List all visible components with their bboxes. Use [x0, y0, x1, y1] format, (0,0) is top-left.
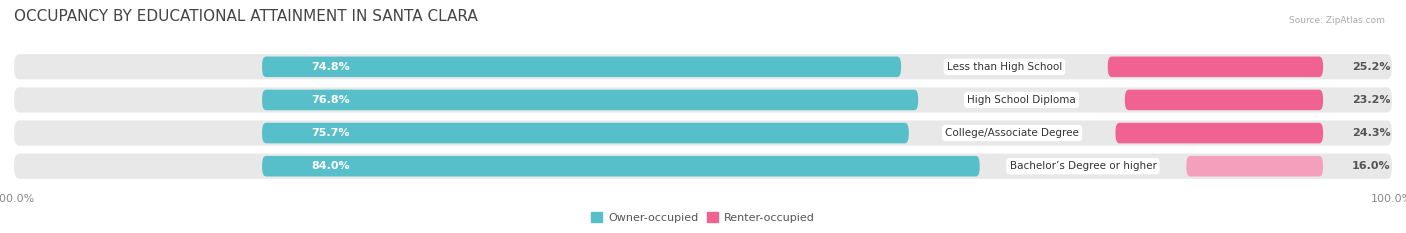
Text: 23.2%: 23.2%	[1353, 95, 1391, 105]
FancyBboxPatch shape	[262, 90, 918, 110]
FancyBboxPatch shape	[14, 87, 1392, 113]
Text: Bachelor’s Degree or higher: Bachelor’s Degree or higher	[1010, 161, 1157, 171]
FancyBboxPatch shape	[1125, 90, 1323, 110]
Text: High School Diploma: High School Diploma	[967, 95, 1076, 105]
FancyBboxPatch shape	[14, 154, 1392, 179]
FancyBboxPatch shape	[14, 54, 1392, 79]
FancyBboxPatch shape	[1115, 123, 1323, 143]
FancyBboxPatch shape	[1108, 57, 1323, 77]
FancyBboxPatch shape	[1187, 156, 1323, 176]
FancyBboxPatch shape	[262, 156, 980, 176]
Text: Less than High School: Less than High School	[946, 62, 1062, 72]
Legend: Owner-occupied, Renter-occupied: Owner-occupied, Renter-occupied	[586, 208, 820, 227]
Text: 84.0%: 84.0%	[312, 161, 350, 171]
Text: 74.8%: 74.8%	[312, 62, 350, 72]
FancyBboxPatch shape	[262, 57, 901, 77]
Text: 25.2%: 25.2%	[1353, 62, 1391, 72]
Text: 76.8%: 76.8%	[312, 95, 350, 105]
FancyBboxPatch shape	[14, 120, 1392, 146]
Text: 75.7%: 75.7%	[312, 128, 350, 138]
Text: College/Associate Degree: College/Associate Degree	[945, 128, 1078, 138]
Text: OCCUPANCY BY EDUCATIONAL ATTAINMENT IN SANTA CLARA: OCCUPANCY BY EDUCATIONAL ATTAINMENT IN S…	[14, 9, 478, 24]
FancyBboxPatch shape	[262, 123, 908, 143]
Text: Source: ZipAtlas.com: Source: ZipAtlas.com	[1289, 16, 1385, 25]
Text: 24.3%: 24.3%	[1353, 128, 1391, 138]
Text: 16.0%: 16.0%	[1353, 161, 1391, 171]
